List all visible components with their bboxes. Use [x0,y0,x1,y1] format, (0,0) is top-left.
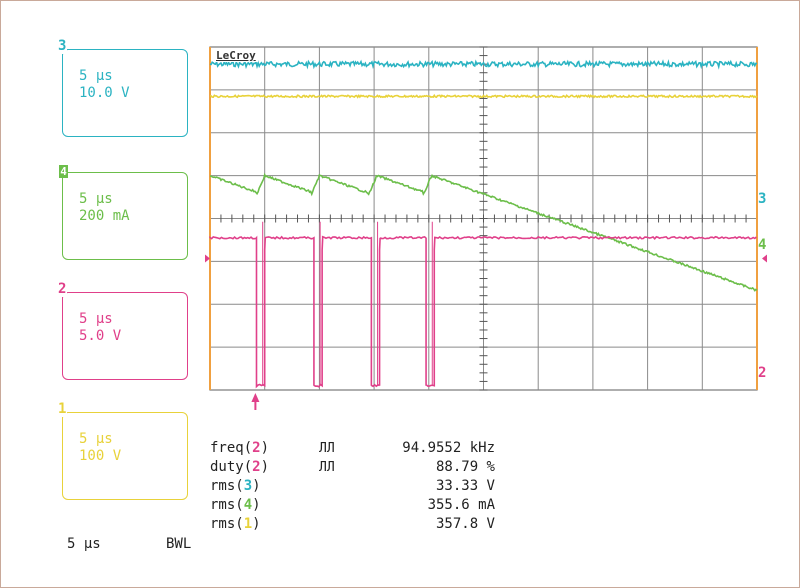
measurement-label: rms( [210,497,244,513]
channel-1-number: 1 [57,401,68,417]
series-2-trace [209,235,757,389]
traces [209,59,758,389]
measurement-close: ) [260,440,270,456]
measurement-value: 355.6 mA [427,497,495,513]
channel-2-box[interactable]: 2 5 µs 5.0 V [57,281,188,380]
channel-3-level-marker: 3 [758,191,767,207]
pulse-symbol-icon: ЛЛ [319,460,335,475]
channel-3-timebase: 5 µs [79,68,113,84]
grid [209,46,758,391]
measurement-channel: 2 [252,440,261,456]
measurement-value: 94.9552 kHz [402,440,495,456]
measurement-value: 88.79 % [435,459,495,475]
measurement-channel: 3 [243,478,253,494]
markers [205,254,767,410]
series-1-trace [209,93,758,99]
channel-1-box[interactable]: 1 5 µs 100 V [57,401,188,500]
channel-4-box[interactable]: 4 5 µs 200 mA [59,165,188,260]
measurement-value: 33.33 V [435,478,495,494]
measurement-close: ) [260,459,270,475]
channel-2-number: 2 [57,281,68,297]
measurement-label: freq( [210,440,253,456]
bandwidth-limit-label: BWL [166,536,192,552]
brand-logo: LeCroy [214,49,258,62]
channel-2-timebase: 5 µs [79,311,113,327]
footer-timebase: 5 µs [67,536,101,552]
series-3-trace [209,59,758,70]
left-level-marker-icon [205,254,210,263]
channel-4-scale: 200 mA [79,208,130,224]
measurement-close: ) [252,516,261,532]
measurement-channel: 4 [243,497,253,513]
channel-4-number: 4 [59,165,68,178]
measurement-label: rms( [210,516,244,532]
trigger-arrow-icon [251,393,260,402]
measurement-label: duty( [210,459,253,475]
right-level-marker-icon [762,254,767,263]
channel-2-scale: 5.0 V [79,328,122,344]
measurement-channel: 1 [243,516,253,532]
channel-3-scale: 10.0 V [79,85,130,101]
series-4-trace [209,172,758,292]
channel-3-box[interactable]: 3 5 µs 10.0 V [57,38,188,137]
pulse-symbol-icon: ЛЛ [319,441,335,456]
channel-3-number: 3 [57,38,68,54]
channel-4-level-marker: 4 [758,237,767,253]
measurement-value: 357.8 V [435,516,495,532]
channel-1-scale: 100 V [79,448,122,464]
channel-4-timebase: 5 µs [79,191,113,207]
measurement-close: ) [252,497,261,513]
channel-2-level-marker: 2 [758,365,767,381]
measurement-close: ) [252,478,261,494]
measurement-label: rms( [210,478,244,494]
measurement-channel: 2 [252,459,261,475]
channel-1-timebase: 5 µs [79,431,113,447]
